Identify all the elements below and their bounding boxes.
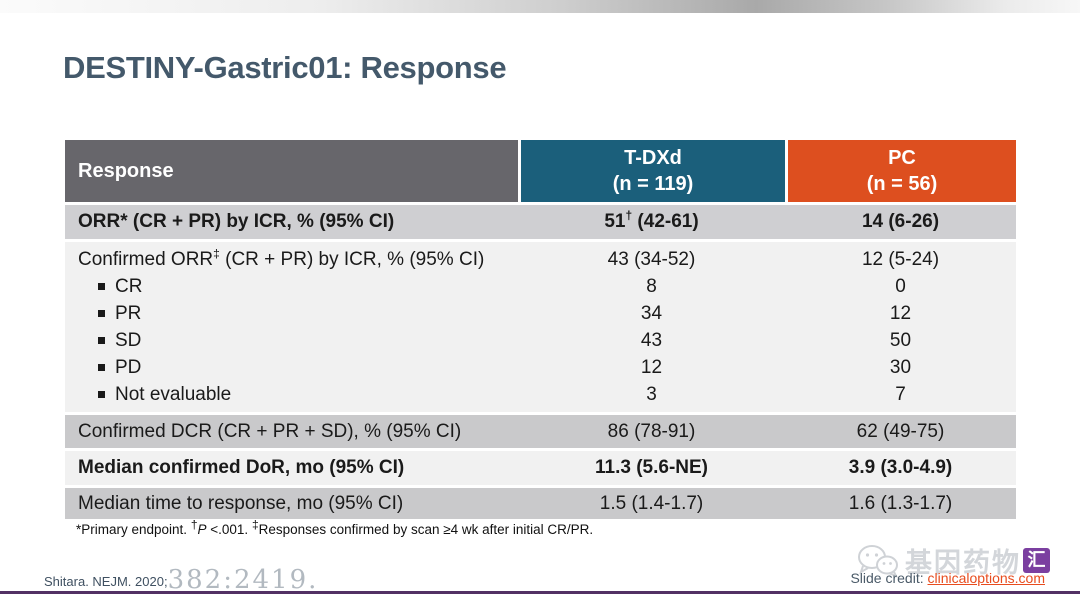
table-row-sd: SD 43 50 bbox=[65, 327, 1016, 354]
not-evaluable-tdxd-value: 3 bbox=[646, 383, 657, 405]
pd-pc-value: 30 bbox=[889, 356, 912, 378]
page-title: DESTINY-Gastric01: Response bbox=[63, 50, 507, 85]
table-block-confirmed-orr: Confirmed ORR‡ (CR + PR) by ICR, % (95% … bbox=[65, 242, 1016, 412]
not-evaluable-pc-value: 7 bbox=[895, 383, 906, 405]
dcr-pc-value: 62 (49-75) bbox=[856, 420, 945, 442]
orr-pc-value: 14 (6-26) bbox=[861, 211, 940, 232]
pd-tdxd-value: 12 bbox=[640, 356, 663, 378]
table-row-not-evaluable: Not evaluable 3 7 bbox=[65, 381, 1016, 408]
ttr-tdxd-value: 1.5 (1.4-1.7) bbox=[599, 492, 704, 514]
dagger-superscript: † bbox=[190, 517, 198, 532]
dor-label: Median confirmed DoR, mo (95% CI) bbox=[78, 457, 405, 478]
bullet-square-icon bbox=[98, 337, 105, 344]
sd-label: SD bbox=[65, 330, 518, 352]
bullet-square-icon bbox=[98, 364, 105, 371]
table-row-orr: ORR* (CR + PR) by ICR, % (95% CI) 51† (4… bbox=[65, 205, 1016, 239]
header-cell-response: Response bbox=[65, 140, 518, 202]
header-pc-n: (n = 56) bbox=[866, 173, 938, 195]
confirmed-orr-label: Confirmed ORR‡ (CR + PR) by ICR, % (95% … bbox=[78, 246, 485, 270]
header-cell-pc: PC (n = 56) bbox=[785, 140, 1016, 202]
ttr-pc-value: 1.6 (1.3-1.7) bbox=[848, 492, 953, 514]
response-table: Response T-DXd (n = 119) PC (n = 56) ORR… bbox=[65, 140, 1016, 519]
table-row-time-to-response: Median time to response, mo (95% CI) 1.5… bbox=[65, 488, 1016, 519]
citation: Shitara. NEJM. 2020;382:2419. bbox=[44, 563, 319, 595]
bullet-square-icon bbox=[98, 310, 105, 317]
header-tdxd-name: T-DXd bbox=[624, 147, 682, 169]
bullet-square-icon bbox=[98, 391, 105, 398]
sd-pc-value: 50 bbox=[889, 329, 912, 351]
table-row-dcr: Confirmed DCR (CR + PR + SD), % (95% CI)… bbox=[65, 415, 1016, 448]
cr-pc-value: 0 bbox=[895, 275, 906, 297]
pr-pc-value: 12 bbox=[889, 302, 912, 324]
header-cell-tdxd: T-DXd (n = 119) bbox=[518, 140, 785, 202]
sd-tdxd-value: 43 bbox=[640, 329, 663, 351]
dor-pc-value: 3.9 (3.0-4.9) bbox=[848, 457, 953, 478]
double-dagger-superscript: ‡ bbox=[213, 246, 220, 261]
bullet-square-icon bbox=[98, 283, 105, 290]
header-response-label: Response bbox=[78, 160, 174, 182]
not-evaluable-label: Not evaluable bbox=[65, 384, 518, 406]
slide-credit: Slide credit: clinicaloptions.com bbox=[850, 570, 1045, 586]
cr-label: CR bbox=[65, 276, 518, 298]
cr-tdxd-value: 8 bbox=[646, 275, 657, 297]
table-header-row: Response T-DXd (n = 119) PC (n = 56) bbox=[65, 140, 1016, 202]
pr-label: PR bbox=[65, 303, 518, 325]
header-tdxd-n: (n = 119) bbox=[612, 173, 694, 195]
table-row-cr: CR 8 0 bbox=[65, 273, 1016, 300]
orr-tdxd-value: 51† (42-61) bbox=[604, 208, 699, 232]
table-row-pd: PD 12 30 bbox=[65, 354, 1016, 381]
slide-credit-label: Slide credit: bbox=[850, 570, 928, 586]
dor-tdxd-value: 11.3 (5.6-NE) bbox=[595, 457, 708, 478]
citation-watermark: 382:2419. bbox=[167, 565, 319, 595]
dcr-tdxd-value: 86 (78-91) bbox=[607, 420, 696, 442]
confirmed-orr-tdxd-value: 43 (34-52) bbox=[607, 248, 696, 270]
slide-credit-link[interactable]: clinicaloptions.com bbox=[927, 570, 1046, 586]
table-row-pr: PR 34 12 bbox=[65, 300, 1016, 327]
orr-label: ORR* (CR + PR) by ICR, % (95% CI) bbox=[78, 211, 395, 232]
bottom-divider-line bbox=[0, 591, 1080, 594]
header-pc-name: PC bbox=[888, 147, 916, 169]
dcr-label: Confirmed DCR (CR + PR + SD), % (95% CI) bbox=[78, 420, 462, 442]
pr-tdxd-value: 34 bbox=[640, 302, 663, 324]
dagger-superscript: † bbox=[625, 208, 633, 223]
ttr-label: Median time to response, mo (95% CI) bbox=[78, 492, 404, 514]
confirmed-orr-pc-value: 12 (5-24) bbox=[861, 248, 940, 270]
table-row-confirmed-orr: Confirmed ORR‡ (CR + PR) by ICR, % (95% … bbox=[65, 246, 1016, 273]
table-row-dor: Median confirmed DoR, mo (95% CI) 11.3 (… bbox=[65, 451, 1016, 485]
pd-label: PD bbox=[65, 357, 518, 379]
citation-text: Shitara. NEJM. 2020; bbox=[44, 574, 168, 589]
double-dagger-superscript: ‡ bbox=[251, 517, 259, 532]
footnote: *Primary endpoint. †P <.001. ‡Responses … bbox=[76, 517, 594, 538]
top-gradient-bar bbox=[0, 0, 1080, 13]
